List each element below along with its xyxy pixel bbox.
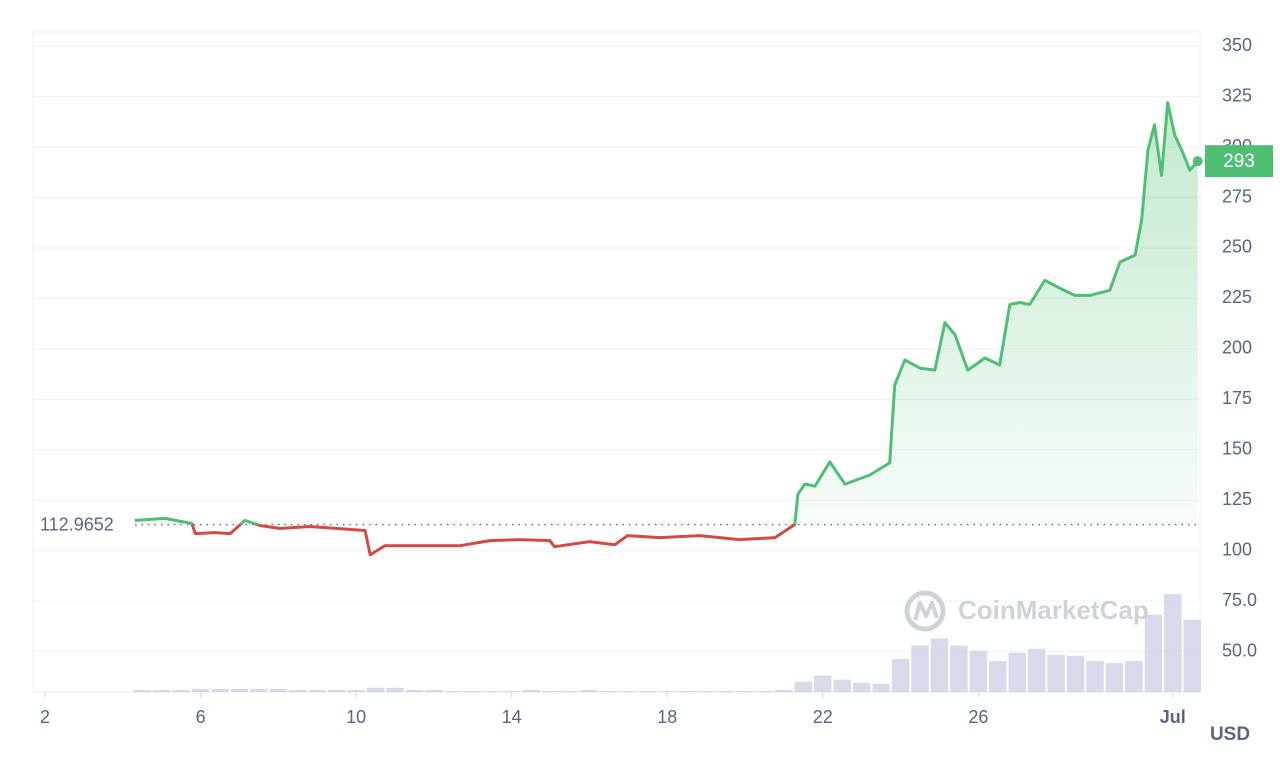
volume-bar <box>425 689 443 692</box>
volume-bar <box>483 690 502 692</box>
volume-bar <box>677 690 696 692</box>
volume-bar <box>833 679 851 692</box>
volume-bar <box>891 658 910 692</box>
volume-bar <box>600 690 618 692</box>
volume-bar <box>386 687 404 692</box>
baseline-label-bg <box>36 511 130 538</box>
volume-bar <box>561 690 579 692</box>
y-tick-label: 225 <box>1222 287 1252 307</box>
volume-bar <box>639 690 657 692</box>
x-tick-label: 26 <box>968 707 988 727</box>
volume-bar <box>1008 652 1026 692</box>
x-tick-label: 10 <box>346 707 366 727</box>
volume-bar <box>580 689 599 692</box>
volume-bar <box>230 688 249 692</box>
x-tick-label: Jul <box>1160 707 1186 727</box>
y-tick-label: 125 <box>1222 489 1252 509</box>
volume-bar <box>794 681 813 692</box>
volume-bar <box>658 690 676 692</box>
volume-bar <box>502 690 521 692</box>
volume-bar <box>872 683 890 692</box>
y-tick-label: 100 <box>1222 539 1252 559</box>
volume-bar <box>1047 654 1065 692</box>
volume-bar <box>1027 648 1046 692</box>
y-tick-label: 75.0 <box>1222 590 1257 610</box>
volume-bar <box>347 689 365 692</box>
currency-label: USD <box>1210 724 1250 745</box>
x-tick-label: 18 <box>657 707 677 727</box>
volume-bar <box>1086 661 1104 692</box>
plot: 112.9652 293 <box>36 101 1273 557</box>
volume-bar <box>133 689 152 692</box>
last-point <box>1192 156 1203 167</box>
price-area <box>134 102 1198 525</box>
watermark-text: CoinMarketCap <box>958 595 1149 625</box>
volume-bar <box>697 690 715 692</box>
volume-bar <box>736 690 754 692</box>
volume-bar <box>191 688 210 692</box>
volume-bar <box>211 688 229 692</box>
volume-bar <box>152 689 171 692</box>
volume-bar <box>950 645 968 692</box>
y-tick-label: 275 <box>1222 186 1252 206</box>
volume-bar <box>172 689 190 692</box>
volume-bar <box>775 689 793 692</box>
baseline-label: 112.9652 <box>40 514 114 534</box>
volume-bar <box>541 690 560 692</box>
y-tick-label: 175 <box>1222 388 1252 408</box>
y-tick-label: 200 <box>1222 338 1252 358</box>
watermark-logo <box>904 590 946 632</box>
volume-bar <box>989 661 1007 692</box>
y-tick-label: 350 <box>1222 35 1252 55</box>
volume-bar <box>1164 594 1182 692</box>
volume-bar <box>1125 661 1143 692</box>
volume-bar <box>405 689 424 692</box>
volume-bar <box>1144 614 1163 692</box>
volume-bar <box>522 689 540 692</box>
volume-bar <box>814 675 832 692</box>
y-tick-label: 250 <box>1222 237 1252 257</box>
volume-bar <box>308 689 327 692</box>
volume-bar <box>619 690 638 692</box>
volume-bar <box>366 687 385 692</box>
y-tick-label: 150 <box>1222 439 1252 459</box>
watermark: CoinMarketCap <box>904 590 1149 632</box>
volume-bar <box>911 645 929 692</box>
x-tick-label: 6 <box>196 707 206 727</box>
watermark-logo-mark <box>913 601 939 621</box>
volume-bar <box>1183 619 1201 692</box>
volume <box>133 594 1201 692</box>
volume-bar <box>1066 655 1085 692</box>
volume-bar <box>755 690 774 692</box>
volume-bar <box>1105 663 1124 692</box>
y-tick-label: 325 <box>1222 85 1252 105</box>
x-tick-label: 14 <box>502 707 522 727</box>
volume-bar <box>852 682 871 692</box>
x-tick-label: 22 <box>813 707 833 727</box>
volume-bar <box>289 689 307 692</box>
y-tick-label: 50.0 <box>1222 640 1257 660</box>
volume-bar <box>327 689 346 692</box>
volume-bar <box>444 690 463 692</box>
volume-bar <box>716 690 735 692</box>
grid: 50.075.010012515017520022525027530032535… <box>32 31 1257 727</box>
volume-bar <box>269 688 288 692</box>
price-badge-label: 293 <box>1223 151 1255 172</box>
volume-bar <box>464 690 482 692</box>
price-line <box>134 101 1199 557</box>
volume-bar <box>930 638 949 692</box>
price-badge <box>1205 145 1273 178</box>
volume-bar <box>969 650 988 692</box>
x-tick-label: 2 <box>40 707 50 727</box>
volume-bar <box>250 688 268 692</box>
